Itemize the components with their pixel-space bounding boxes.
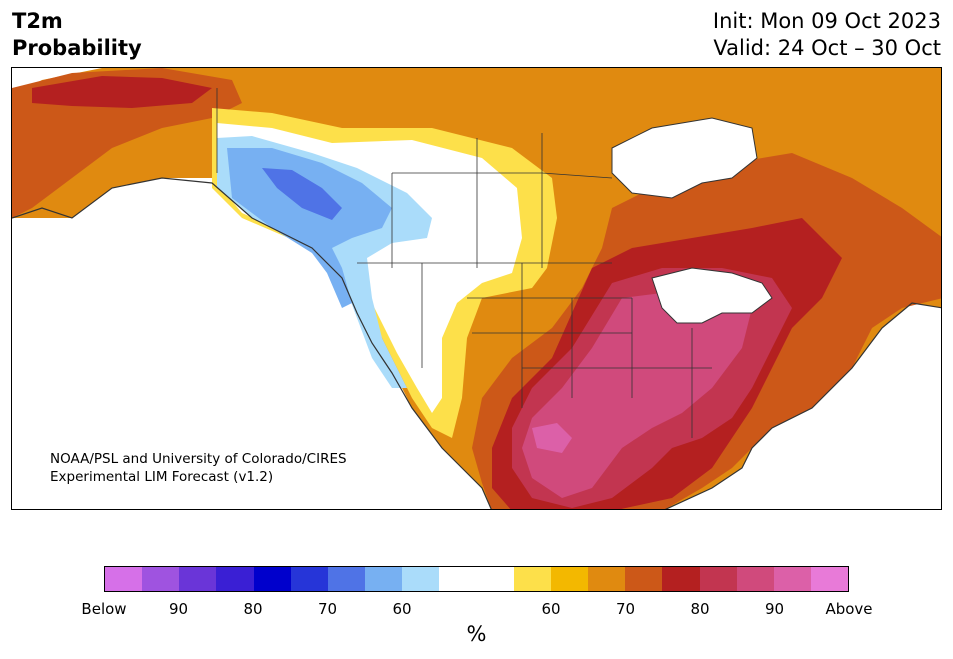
colorbar-swatch-0 xyxy=(105,567,143,591)
colorbar-ticks: Below 90 80 70 60 60 70 80 90 Above xyxy=(81,600,872,620)
colorbar-swatch-10 xyxy=(476,567,514,591)
colorbar-swatch-16 xyxy=(699,567,737,591)
colorbar-swatch-2 xyxy=(179,567,217,591)
colorbar-tick-label: 60 xyxy=(541,600,561,618)
colorbar-tick-label: 70 xyxy=(317,600,338,618)
colorbar-swatch-15 xyxy=(662,567,700,591)
colorbar-swatch-14 xyxy=(625,567,663,591)
colorbar-tick-label: Below xyxy=(81,600,127,618)
valid-date: Valid: 24 Oct – 30 Oct xyxy=(713,36,941,60)
probability-colorbar xyxy=(104,566,849,592)
colorbar-tick-label: 80 xyxy=(243,600,263,618)
title-line-variable: T2m xyxy=(12,9,63,33)
colorbar-swatch-6 xyxy=(327,567,366,591)
colorbar-swatch-8 xyxy=(402,567,440,591)
colorbar-tick-label: 70 xyxy=(615,600,636,618)
forecast-dates: Init: Mon 09 Oct 2023 Valid: 24 Oct – 30… xyxy=(713,8,941,62)
alaska-dark xyxy=(32,76,212,108)
east-above-pink xyxy=(522,293,752,498)
colorbar-swatch-18 xyxy=(773,567,811,591)
colorbar-unit-label: % xyxy=(466,622,487,646)
colorbar-swatch-13 xyxy=(588,567,626,591)
credit-line-1: NOAA/PSL and University of Colorado/CIRE… xyxy=(50,451,347,467)
colorbar-swatch-19 xyxy=(810,567,849,591)
credit-text: NOAA/PSL and University of Colorado/CIRE… xyxy=(50,450,347,486)
map-canvas xyxy=(12,68,941,509)
colorbar-tick-label: 80 xyxy=(690,600,710,618)
colorbar-swatch-7 xyxy=(365,567,403,591)
title-line-quantity: Probability xyxy=(12,36,142,60)
colorbar-swatch-4 xyxy=(253,567,291,591)
below-dark-blue xyxy=(262,168,342,220)
init-date: Init: Mon 09 Oct 2023 xyxy=(712,9,941,33)
below-mid-blue xyxy=(227,148,392,308)
colorbar-tick-label: Above xyxy=(825,600,873,618)
great-lakes xyxy=(651,267,773,324)
map-title: T2m Probability xyxy=(12,8,142,62)
colorbar-swatch-1 xyxy=(142,567,180,591)
colorbar-tick-label: 60 xyxy=(392,600,412,618)
colorbar-swatch-3 xyxy=(216,567,254,591)
colorbar-swatch-5 xyxy=(290,567,328,591)
hudson-bay xyxy=(611,117,758,199)
coastline xyxy=(12,177,941,509)
colorbar-swatch-11 xyxy=(513,567,551,591)
colorbar-swatch-12 xyxy=(550,567,589,591)
colorbar-tick-label: 90 xyxy=(168,600,189,618)
forecast-map: NOAA/PSL and University of Colorado/CIRE… xyxy=(11,67,942,510)
political-borders xyxy=(216,88,712,438)
texas-above-light-pink xyxy=(532,423,572,453)
credit-line-2: Experimental LIM Forecast (v1.2) xyxy=(50,469,274,485)
colorbar-tick-label: 90 xyxy=(764,600,785,618)
colorbar-swatch-9 xyxy=(439,567,477,591)
colorbar-swatch-17 xyxy=(736,567,774,591)
